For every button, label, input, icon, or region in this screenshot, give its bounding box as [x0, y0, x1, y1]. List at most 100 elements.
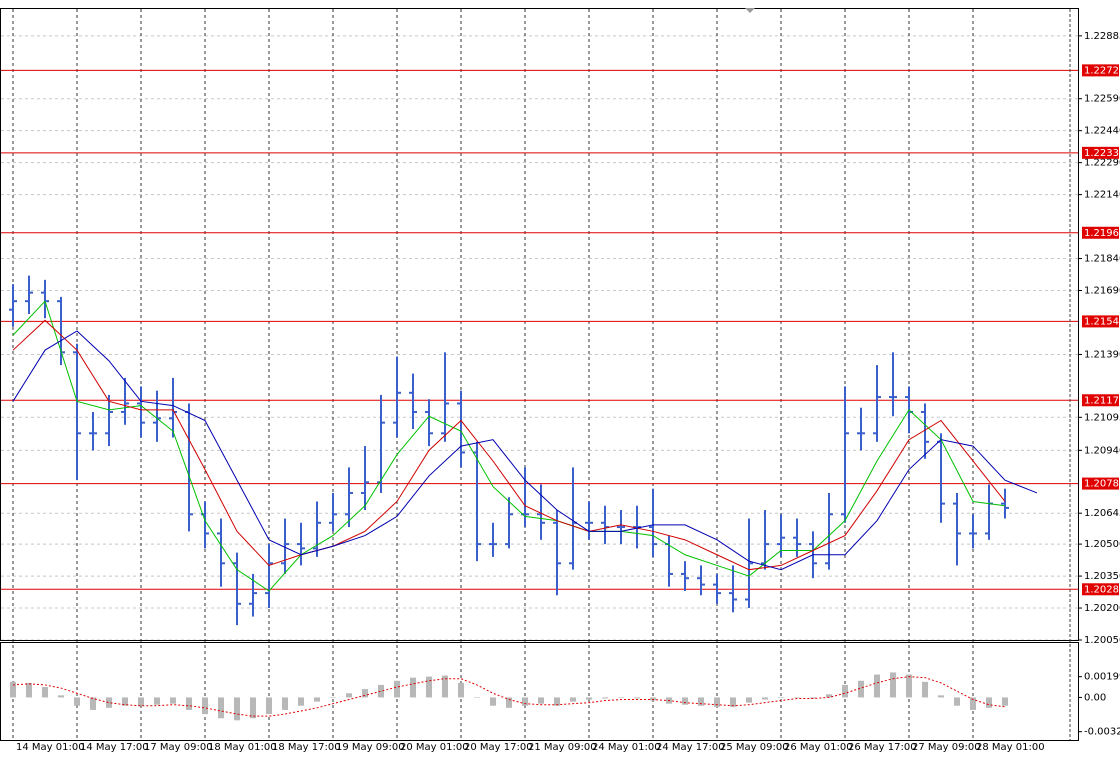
plot-layer: 1.22885 1.22590 1.22440 1.22290 1.22140 1.218…: [1, 9, 1120, 753]
y-tick-label: 1.20940: [1084, 445, 1120, 456]
y-tick-label: 1.20350: [1084, 571, 1120, 582]
x-tick-label: 26 May 17:00: [848, 742, 917, 753]
x-tick-label: 20 May 01:00: [400, 742, 469, 753]
level-label-box: [1082, 394, 1119, 407]
level-label-box: [1082, 583, 1119, 596]
macd-bar: [842, 684, 848, 698]
macd-bar: [58, 695, 64, 698]
macd-bar: [378, 684, 384, 698]
macd-bar: [330, 697, 336, 698]
y-tick-label: 1.22440: [1084, 126, 1120, 137]
macd-bar: [426, 676, 432, 698]
y-tick-label: 1.20500: [1084, 539, 1120, 550]
macd-bar: [74, 697, 80, 706]
macd-bar: [602, 697, 608, 699]
y-tick-label: 1.22885: [1084, 31, 1120, 42]
macd-bar: [682, 697, 688, 705]
shift-marker: [745, 8, 755, 13]
y-tick-label: 1.22590: [1084, 94, 1120, 105]
x-tick-label: 27 May 09:00: [912, 742, 981, 753]
macd-bar: [778, 697, 784, 698]
y-tick-label: 1.22290: [1084, 158, 1120, 169]
level-label: 1.21545: [1084, 316, 1120, 327]
macd-bar: [170, 697, 176, 704]
level-label: 1.21175: [1084, 395, 1120, 406]
macd-bar: [954, 697, 960, 706]
main-frame: [0, 8, 1079, 641]
y-tick-label: -0.00329: [1084, 727, 1120, 738]
macd-bar: [266, 697, 272, 715]
level-label-box: [1082, 315, 1119, 328]
macd-bar: [634, 697, 640, 699]
level-label-box: [1082, 64, 1119, 77]
x-tick-label: 18 May 17:00: [272, 742, 341, 753]
macd-bar: [362, 689, 368, 698]
macd-bar: [730, 697, 736, 707]
macd-bar: [762, 697, 768, 700]
macd-bar: [490, 697, 496, 706]
y-tick-label: 1.21095: [1084, 412, 1120, 423]
moving-average: [12, 330, 1038, 571]
macd-bar: [650, 697, 656, 701]
moving-average: [12, 300, 1006, 592]
macd-bar: [698, 697, 704, 706]
y-tick-label: 0.00: [1084, 692, 1106, 703]
macd-bar: [826, 694, 832, 698]
level-label: 1.22336: [1084, 148, 1120, 159]
macd-bar: [410, 677, 416, 698]
macd-bar: [906, 674, 912, 698]
macd-bar: [202, 697, 208, 715]
x-tick-label: 24 May 17:00: [656, 742, 725, 753]
macd-bar: [314, 697, 320, 702]
macd-bar: [586, 697, 592, 700]
macd-bar: [922, 681, 928, 698]
x-tick-label: 21 May 09:00: [528, 742, 597, 753]
macd-bar: [442, 675, 448, 698]
macd-bar: [138, 697, 144, 706]
y-tick-label: 1.21840: [1084, 254, 1120, 265]
y-tick-label: 1.22140: [1084, 190, 1120, 201]
macd-bar: [522, 697, 528, 706]
macd-bar: [186, 697, 192, 710]
level-label: 1.22723: [1084, 65, 1120, 76]
x-tick-label: 17 May 09:00: [144, 742, 213, 753]
macd-bar: [1002, 697, 1008, 706]
x-tick-label: 28 May 01:00: [976, 742, 1045, 753]
y-tick-label: 0.001995: [1084, 672, 1120, 683]
macd-bar: [122, 697, 128, 706]
y-tick-label: 1.20200: [1084, 603, 1120, 614]
level-label-box: [1082, 477, 1119, 490]
macd-bar: [554, 697, 560, 706]
level-label-box: [1082, 146, 1119, 159]
macd-bar: [986, 697, 992, 708]
y-tick-label: 1.20645: [1084, 508, 1120, 519]
macd-bar: [746, 697, 752, 703]
x-tick-label: 25 May 09:00: [720, 742, 789, 753]
x-tick-label: 19 May 09:00: [336, 742, 405, 753]
signal-line: [12, 676, 1006, 717]
macd-bar: [26, 682, 32, 698]
x-tick-label: 26 May 01:00: [784, 742, 853, 753]
macd-bar: [106, 697, 112, 708]
macd-bar: [890, 672, 896, 698]
macd-bar: [234, 697, 240, 721]
macd-bar: [538, 697, 544, 704]
macd-bar: [794, 697, 800, 698]
x-tick-label: 14 May 01:00: [16, 742, 85, 753]
macd-bar: [90, 697, 96, 710]
macd-bar: [474, 697, 480, 698]
x-tick-label: 24 May 01:00: [592, 742, 661, 753]
macd-bar: [282, 697, 288, 710]
macd-bar: [346, 693, 352, 698]
macd-bar: [394, 680, 400, 698]
macd-bar: [42, 687, 48, 698]
macd-bar: [938, 695, 944, 698]
macd-frame: [0, 642, 1079, 741]
macd-bar: [458, 682, 464, 698]
macd-bar: [714, 697, 720, 707]
moving-average: [12, 319, 1006, 571]
level-label: 1.20288: [1084, 584, 1120, 595]
macd-bar: [250, 697, 256, 719]
